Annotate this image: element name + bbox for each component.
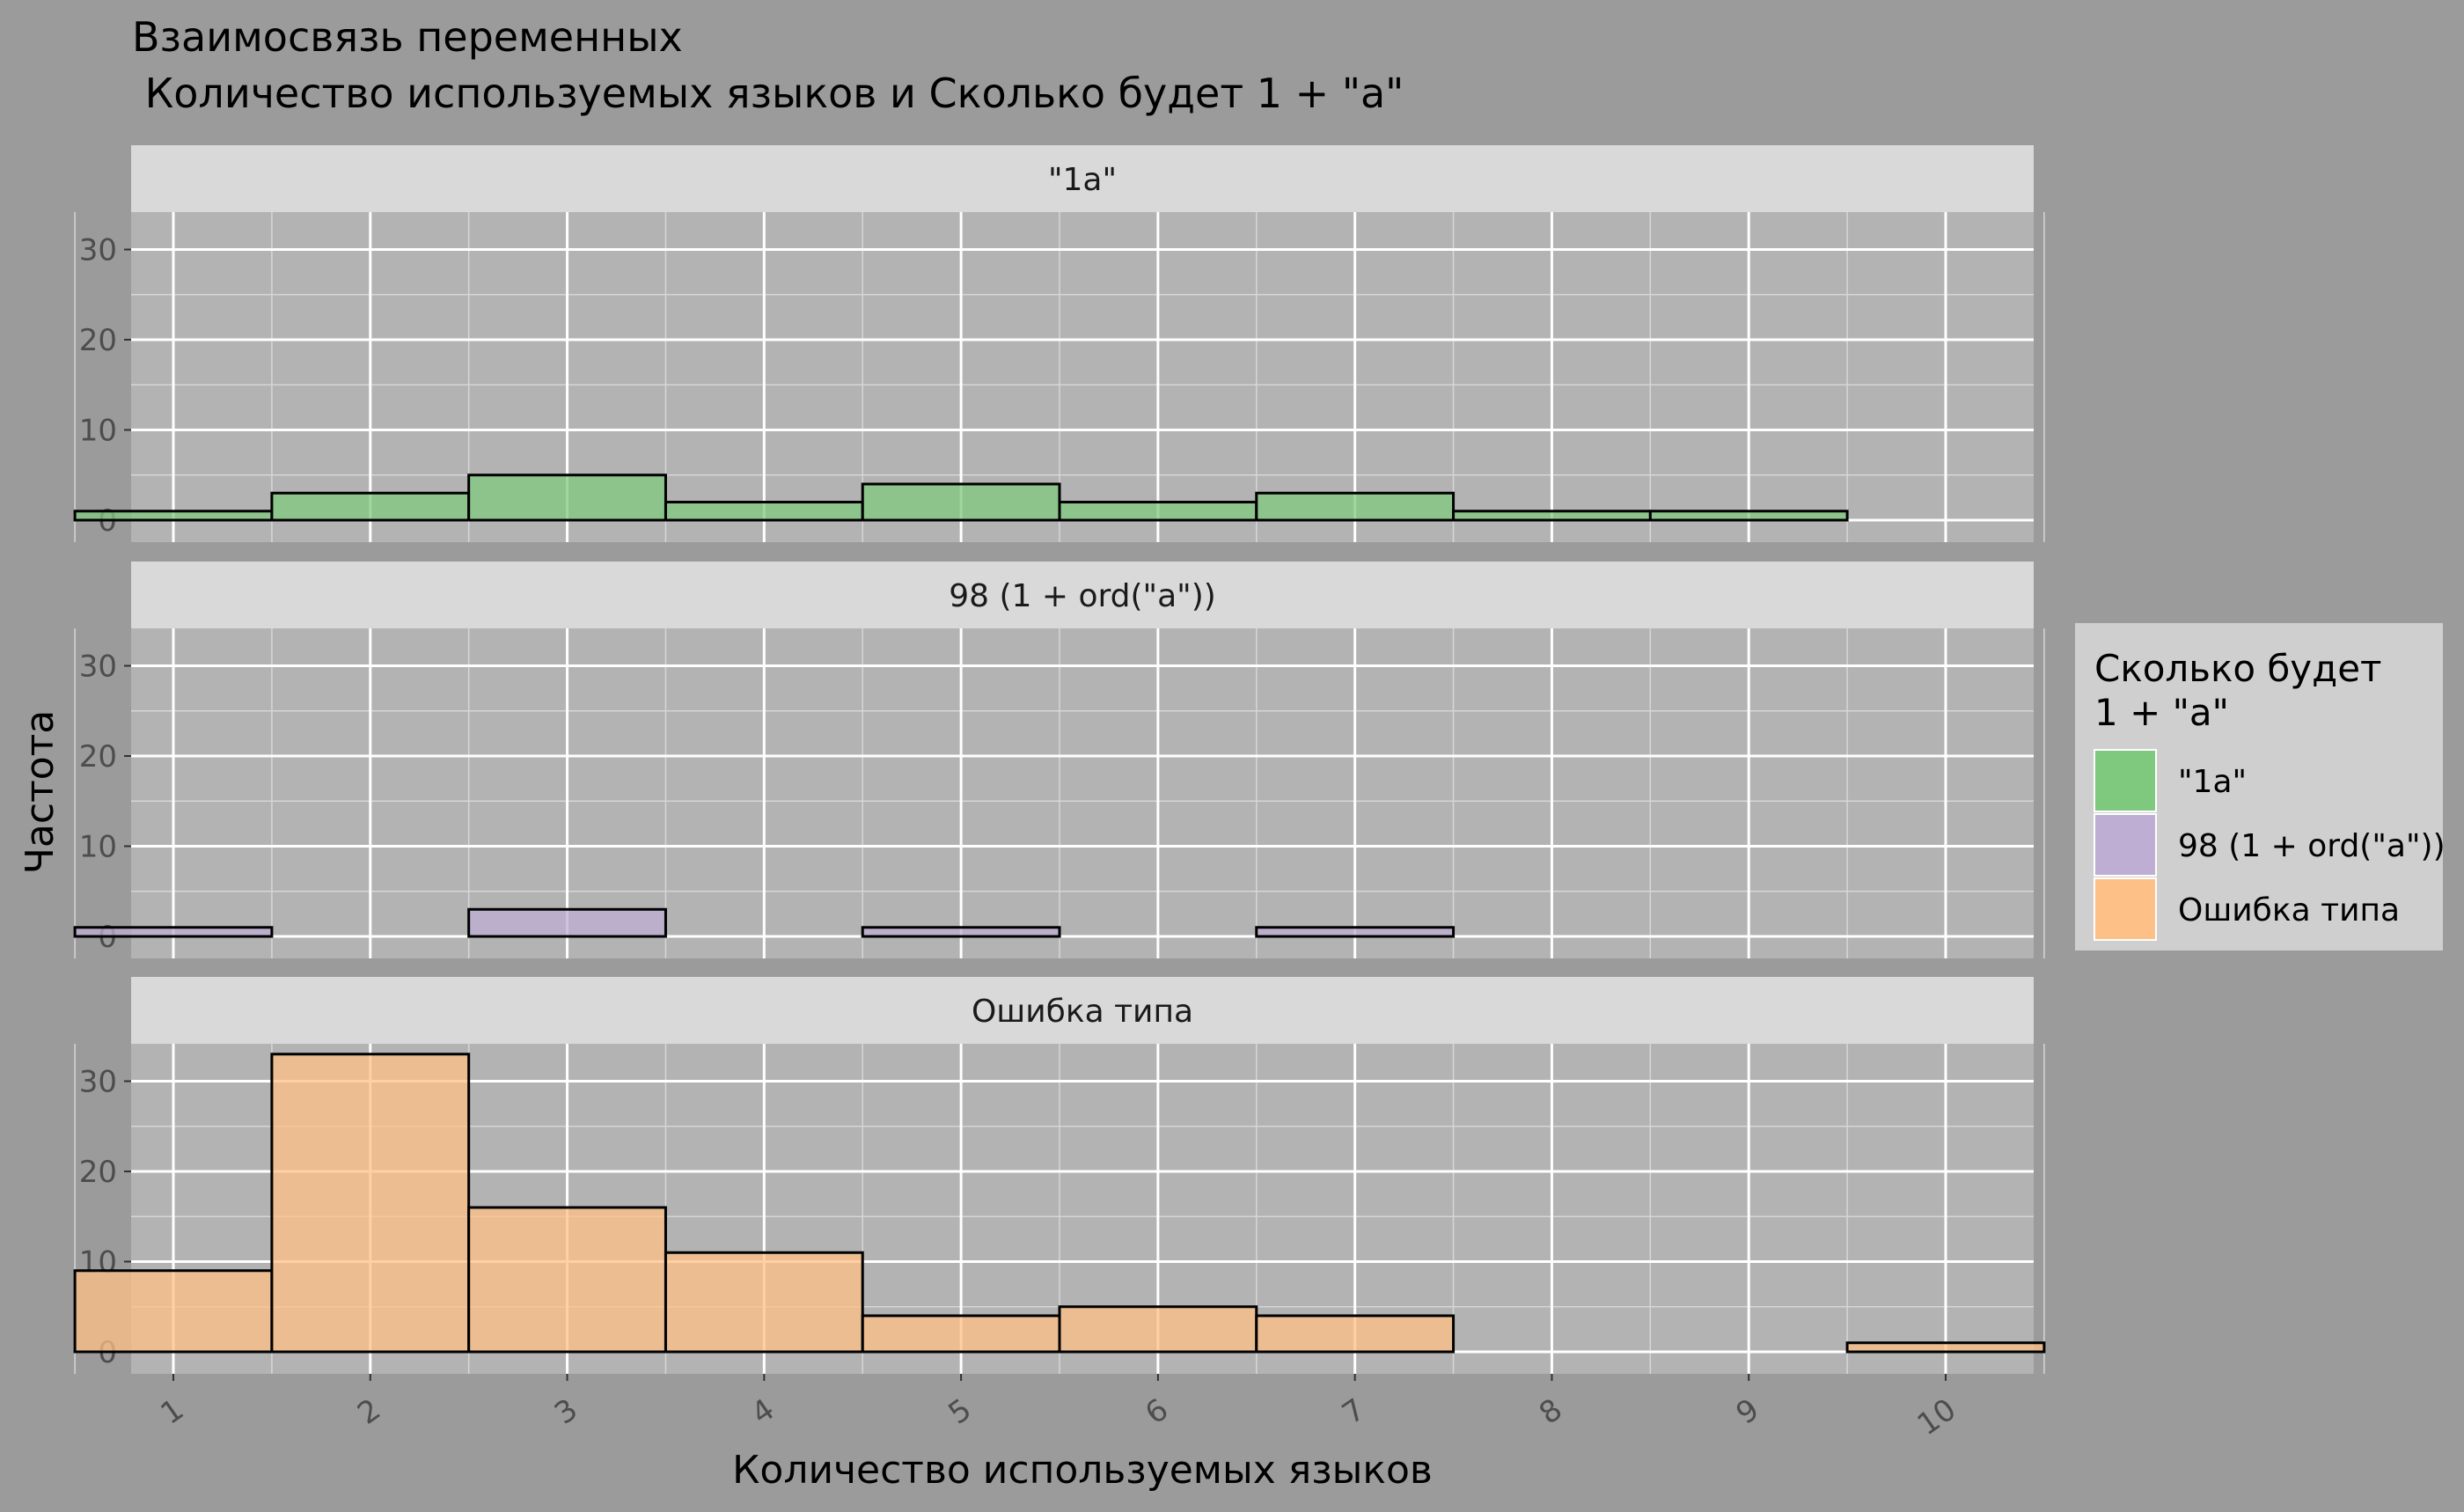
bar-1-2 — [270, 491, 471, 522]
facet-strip-label: "1a" — [1048, 162, 1117, 198]
panel-background — [131, 212, 2034, 542]
y-tick-label: 10 — [79, 414, 117, 449]
y-axis-title: Частота — [18, 710, 62, 874]
bar-1-8 — [1452, 510, 1652, 522]
y-tick-label: 20 — [79, 1155, 117, 1190]
bar-2-3 — [467, 907, 667, 938]
legend-label-1: "1a" — [2178, 764, 2247, 800]
y-tick-label: 20 — [79, 323, 117, 358]
bar-1-5 — [861, 482, 1061, 522]
y-tick-label: 20 — [79, 739, 117, 774]
chart-title-line2: Количество используемых языков и Сколько… — [132, 70, 1404, 117]
bar-1-7 — [1255, 491, 1456, 522]
bar-2-5 — [861, 926, 1061, 938]
bar-1-6 — [1058, 501, 1258, 522]
facet-panel-2: 98 (1 + ord("a"))0102030 — [73, 561, 2045, 958]
facet-panel-1: "1a"0102030 — [73, 145, 2045, 542]
legend-key-1 — [2094, 749, 2157, 812]
bar-3-1 — [73, 1269, 274, 1354]
facet-strip-label: Ошибка типа — [972, 994, 1193, 1030]
panel-background — [131, 628, 2034, 958]
facet-panel-3: Ошибка типа0102030 — [73, 977, 2046, 1374]
legend-label-2: 98 (1 + ord("a")) — [2178, 828, 2446, 864]
bar-1-9 — [1648, 510, 1849, 522]
y-tick-label: 10 — [79, 830, 117, 865]
bar-1-3 — [467, 473, 667, 522]
bar-3-6 — [1058, 1305, 1258, 1354]
y-tick-label: 30 — [79, 1065, 117, 1100]
legend-title-line2: 1 + "a" — [2094, 691, 2229, 734]
legend-items: "1a" 98 (1 + ord("a")) Ошибка типа — [2094, 749, 2446, 941]
bar-3-4 — [664, 1251, 864, 1354]
bar-1-1 — [73, 510, 274, 522]
bar-1-4 — [664, 501, 864, 522]
facet-strip-label: 98 (1 + ord("a")) — [949, 578, 1216, 614]
facet-strip-bg — [131, 977, 2034, 1044]
facet-strip-bg — [131, 561, 2034, 628]
facet-panels: "1a"010203098 (1 + ord("a"))0102030Ошибк… — [73, 145, 2046, 1374]
bar-3-3 — [467, 1206, 667, 1354]
legend: Сколько будет 1 + "a" "1a" 98 (1 + ord("a… — [2075, 623, 2446, 951]
legend-key-3 — [2094, 877, 2157, 941]
bar-3-2 — [270, 1053, 471, 1354]
x-axis-title: Количество используемых языков — [732, 1448, 1433, 1493]
bar-2-7 — [1255, 926, 1456, 938]
bar-3-10 — [1845, 1341, 2046, 1354]
y-tick-label: 30 — [79, 650, 117, 685]
legend-label-3: Ошибка типа — [2178, 892, 2400, 928]
bar-3-7 — [1255, 1314, 1456, 1354]
bar-2-1 — [73, 926, 274, 938]
chart-title-line1: Взаимосвязь переменных — [132, 13, 683, 61]
bar-3-5 — [861, 1314, 1061, 1354]
legend-key-2 — [2094, 813, 2157, 877]
legend-title-line1: Сколько будет — [2094, 647, 2382, 690]
facet-strip-bg — [131, 145, 2034, 212]
y-tick-label: 30 — [79, 233, 117, 268]
